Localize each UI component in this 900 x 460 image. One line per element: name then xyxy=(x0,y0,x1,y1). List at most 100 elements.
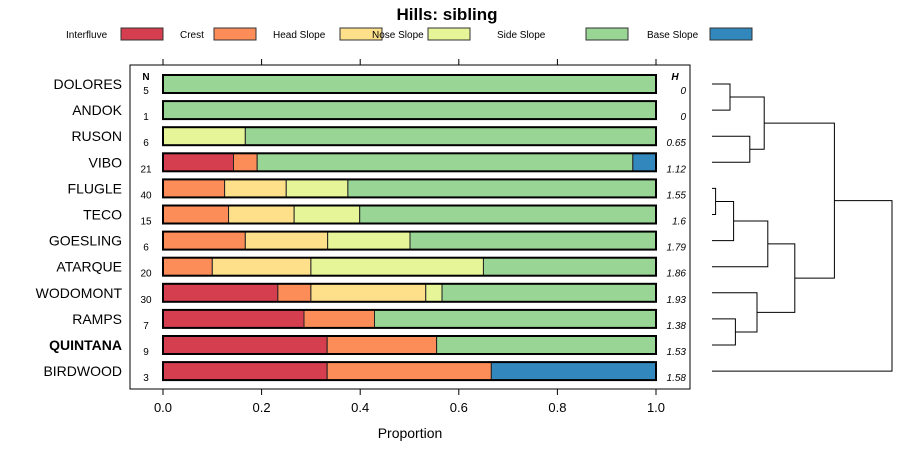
dendrogram xyxy=(712,83,893,372)
bar-segment-side-slope xyxy=(482,257,657,277)
legend-swatch xyxy=(213,27,257,41)
bar-segment-side-slope xyxy=(441,283,657,303)
legend-swatch xyxy=(709,27,753,41)
bar-outline xyxy=(162,74,657,94)
n-header: N xyxy=(142,72,149,83)
legend: Interfluve Crest Head Slope Nose Slope Side … xyxy=(66,27,753,41)
bar-row: TECO 15 1.6 xyxy=(83,204,686,228)
dendrogram-branch xyxy=(712,292,758,333)
bar-outline xyxy=(162,361,657,382)
row-label: ANDOK xyxy=(72,102,122,118)
dendrogram-branch xyxy=(730,96,765,150)
x-axis-label: Proportion xyxy=(378,425,443,441)
n-value: 6 xyxy=(143,243,149,254)
bar-segment-side-slope xyxy=(162,74,657,94)
row-label: RUSON xyxy=(71,128,122,144)
n-value: 5 xyxy=(143,86,149,97)
bar-segment-crest xyxy=(326,361,492,381)
bar-outline xyxy=(162,126,657,147)
row-label: BIRDWOOD xyxy=(43,363,122,379)
bar-segment-head-slope xyxy=(224,178,287,198)
row-label: WODOMONT xyxy=(36,285,123,301)
n-value: 7 xyxy=(143,321,149,332)
dendrogram-branch xyxy=(712,83,731,111)
bar-row: DOLORES 5 0 xyxy=(54,74,686,97)
bar-segment-nose-slope xyxy=(425,283,443,303)
bar-segment-head-slope xyxy=(310,283,427,303)
h-value: 1.86 xyxy=(667,269,687,280)
bar-outline xyxy=(162,152,657,173)
bar-segment-interfluve xyxy=(162,309,305,329)
bar-segment-crest xyxy=(232,152,258,172)
bar-segment-side-slope xyxy=(373,309,657,329)
bar-segment-head-slope xyxy=(228,205,295,224)
dendrogram-branch xyxy=(764,122,835,279)
x-axis: 0.0 0.2 0.4 0.6 0.8 1.0 xyxy=(154,59,665,415)
legend-label: Base Slope xyxy=(647,30,699,41)
bar-segment-nose-slope xyxy=(327,231,411,251)
bar-segment-nose-slope xyxy=(293,205,361,224)
bar-row: VIBO 21 1.12 xyxy=(89,152,687,175)
bar-outline xyxy=(162,100,657,121)
bar-segment-crest xyxy=(162,257,213,277)
h-header: H xyxy=(671,72,679,83)
x-tick-label: 0.2 xyxy=(253,400,271,415)
bar-segment-head-slope xyxy=(211,257,312,277)
h-value: 1.79 xyxy=(667,243,687,254)
h-value: 1.53 xyxy=(667,347,687,358)
n-value: 30 xyxy=(140,295,152,306)
row-label: FLUGLE xyxy=(68,180,122,196)
h-value: 1.12 xyxy=(667,164,687,175)
x-tick-label: 0.6 xyxy=(450,400,468,415)
dendrogram-branch xyxy=(712,200,893,372)
bar-outline xyxy=(162,230,657,251)
x-tick-label: 0.4 xyxy=(351,400,369,415)
dendrogram-branch xyxy=(757,243,796,313)
bar-segment-crest xyxy=(162,178,226,198)
bar-segment-nose-slope xyxy=(162,126,246,146)
n-value: 6 xyxy=(143,138,149,149)
bar-row: QUINTANA 9 1.53 xyxy=(49,335,687,358)
row-label: RAMPS xyxy=(72,311,122,327)
n-value: 20 xyxy=(140,269,152,280)
bar-row: RAMPS 7 1.38 xyxy=(72,308,687,332)
bar-outline xyxy=(162,282,657,303)
bar-segment-crest xyxy=(162,205,230,224)
dendrogram-branch xyxy=(712,318,736,346)
bar-row: ATARQUE 20 1.86 xyxy=(56,256,687,280)
bar-row: WODOMONT 30 1.93 xyxy=(36,282,686,306)
legend-swatch xyxy=(427,27,471,41)
x-tick-label: 1.0 xyxy=(647,400,665,415)
h-value: 1.38 xyxy=(667,321,687,332)
legend-swatch xyxy=(585,27,629,41)
n-value: 1 xyxy=(143,112,149,123)
legend-label: Side Slope xyxy=(497,30,546,41)
n-value: 3 xyxy=(143,373,149,384)
bar-segment-side-slope xyxy=(436,335,657,355)
bar-outline xyxy=(162,178,657,199)
bar-segment-nose-slope xyxy=(285,178,349,198)
legend-swatch xyxy=(120,27,164,41)
dendrogram-branch xyxy=(712,220,769,268)
x-tick-label: 0.8 xyxy=(548,400,566,415)
dendrogram-branch xyxy=(712,187,717,215)
chart-title: Hills: sibling xyxy=(396,5,497,24)
row-label: QUINTANA xyxy=(49,337,122,353)
bar-segment-side-slope xyxy=(409,231,657,251)
bar-segment-nose-slope xyxy=(310,257,484,277)
bar-segment-side-slope xyxy=(256,152,634,172)
bar-segment-crest xyxy=(162,231,246,251)
bar-segment-head-slope xyxy=(244,231,329,251)
bar-segment-interfluve xyxy=(162,283,279,303)
bar-row: FLUGLE 40 1.55 xyxy=(68,178,686,201)
bar-row: BIRDWOOD 3 1.58 xyxy=(43,361,686,384)
bar-outline xyxy=(162,204,657,225)
bar-outline xyxy=(162,335,657,355)
row-label: GOESLING xyxy=(49,233,122,249)
plot-panel xyxy=(129,64,691,390)
bar-segment-side-slope xyxy=(359,205,657,224)
dendrogram-branch xyxy=(712,135,751,163)
x-tick-label: 0.0 xyxy=(154,400,172,415)
row-label: DOLORES xyxy=(54,76,122,92)
